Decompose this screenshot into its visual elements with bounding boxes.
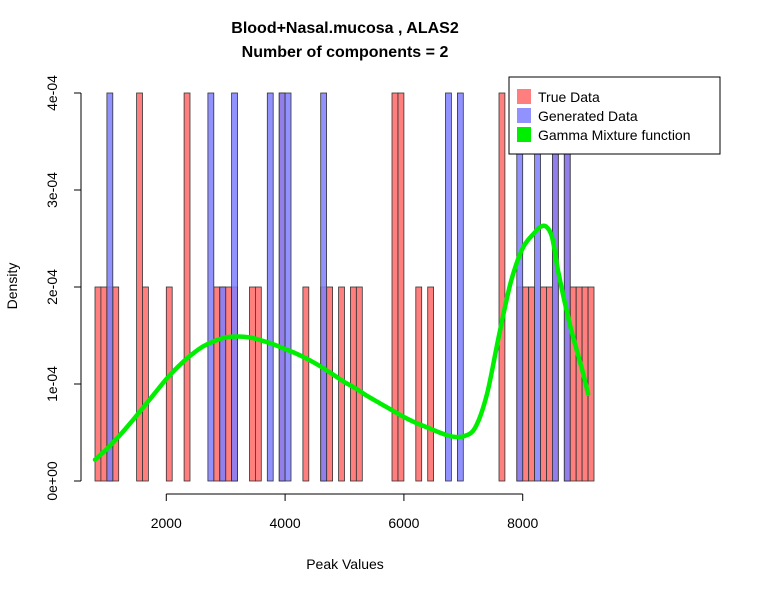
legend-swatch-2 xyxy=(517,127,531,142)
legend-label-2: Gamma Mixture function xyxy=(538,127,691,143)
generated-data-bar-0 xyxy=(106,92,114,482)
true-data-bar-7 xyxy=(183,92,191,482)
true-data-bar-3 xyxy=(112,286,120,482)
true-data-bar-0 xyxy=(94,286,102,482)
x-axis-label: Peak Values xyxy=(306,556,384,572)
y-axis-label: Density xyxy=(4,263,20,310)
x-tick-label-3: 8000 xyxy=(507,515,538,531)
true-data-bar-15 xyxy=(302,286,310,482)
x-tick-label-2: 6000 xyxy=(388,515,419,531)
x-axis: 2000 4000 6000 8000 xyxy=(151,493,538,531)
generated-data-bar-1 xyxy=(207,92,215,482)
histogram-bars xyxy=(94,92,595,482)
true-data-bar-24 xyxy=(427,286,435,482)
y-tick-label-3: 3e-04 xyxy=(44,172,60,208)
true-data-bar-17 xyxy=(326,286,334,482)
y-tick-label-2: 2e-04 xyxy=(44,269,60,305)
legend-swatch-0 xyxy=(517,89,531,104)
gamma-mixture-curve xyxy=(92,223,591,462)
generated-data-bar-4 xyxy=(266,92,274,482)
true-data-bar-4 xyxy=(136,92,143,482)
y-tick-label-4: 4e-04 xyxy=(44,75,60,111)
true-data-bar-10 xyxy=(225,286,232,482)
true-data-bar-30 xyxy=(546,286,553,482)
true-data-bar-12 xyxy=(249,286,256,482)
legend-label-1: Generated Data xyxy=(538,108,638,124)
y-tick-label-1: 1e-04 xyxy=(44,366,60,402)
generated-data-bar-9 xyxy=(456,92,464,482)
true-data-bar-33 xyxy=(569,286,577,482)
generated-data-bar-2 xyxy=(219,286,227,482)
true-data-bar-27 xyxy=(522,286,530,482)
legend-box xyxy=(508,76,721,155)
true-data-bar-28 xyxy=(528,286,536,482)
chart-title: Blood+Nasal.mucosa , ALAS2 xyxy=(231,20,459,37)
true-data-bar-13 xyxy=(254,286,262,482)
true-data-bar-23 xyxy=(415,286,423,482)
true-data-bar-34 xyxy=(575,286,583,482)
true-data-bar-8 xyxy=(213,286,221,482)
generated-data-bar-6 xyxy=(284,92,292,482)
legend-swatch-1 xyxy=(517,108,531,123)
true-data-bar-5 xyxy=(142,286,149,482)
x-tick-label-1: 4000 xyxy=(270,515,301,531)
true-data-bar-20 xyxy=(355,286,363,482)
legend-label-0: True Data xyxy=(538,89,600,105)
y-tick-label-0: 0e+00 xyxy=(44,461,60,501)
mixture-curve-layer xyxy=(92,223,591,462)
legend: True Data Generated Data Gamma Mixture fun… xyxy=(508,76,721,155)
y-axis: 0e+00 1e-04 2e-04 3e-04 4e-04 xyxy=(44,75,82,501)
true-data-bar-22 xyxy=(397,92,405,482)
generated-data-bar-3 xyxy=(231,92,238,482)
true-data-bar-6 xyxy=(165,286,173,482)
true-data-bar-36 xyxy=(587,286,595,482)
true-data-bar-29 xyxy=(540,286,547,482)
x-tick-label-0: 2000 xyxy=(151,515,182,531)
chart-subtitle: Number of components = 2 xyxy=(242,44,449,61)
generated-data-bar-8 xyxy=(445,92,452,482)
generated-data-bar-5 xyxy=(278,92,286,482)
true-data-bar-21 xyxy=(391,92,399,482)
true-data-bar-25 xyxy=(498,92,506,482)
generated-data-bar-7 xyxy=(320,92,328,482)
